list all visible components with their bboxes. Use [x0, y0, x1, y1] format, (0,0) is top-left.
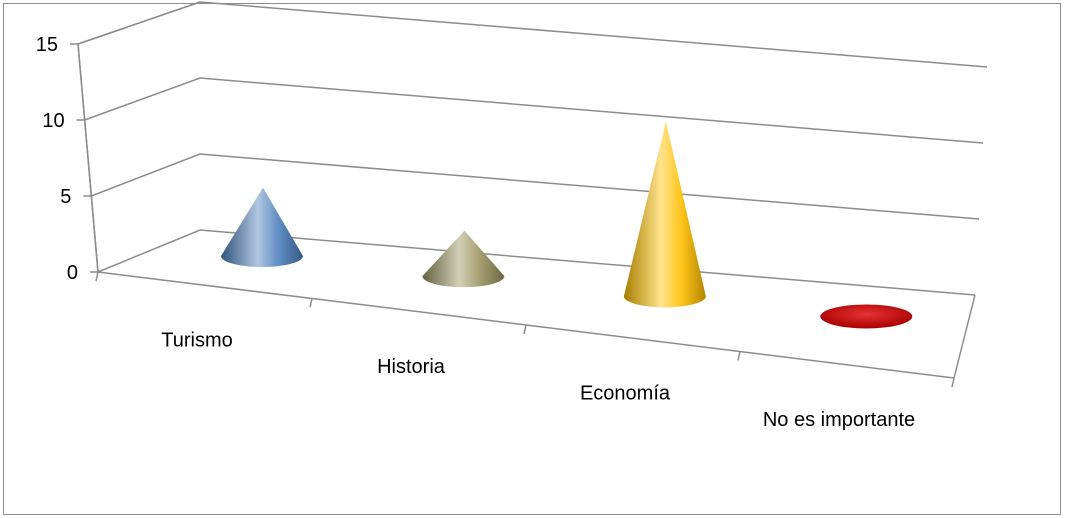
y-axis-line: [77, 43, 99, 273]
chart-frame: [3, 3, 1061, 515]
cone-body: [623, 121, 706, 308]
category-label: Economía: [580, 382, 671, 404]
cone-body: [220, 187, 303, 268]
gridline-10: [84, 77, 984, 144]
y-tick-label: 15: [36, 34, 58, 56]
category-label: Historia: [377, 356, 446, 378]
cone-no-es-importante: [820, 304, 913, 329]
x-tick-mark: [737, 351, 741, 361]
x-tick-mark: [951, 377, 955, 388]
cone-historia: [422, 230, 505, 288]
y-tick-labels: 0 5 10 15: [36, 34, 78, 284]
cone-economía: [623, 121, 706, 308]
gridline-0: [97, 229, 976, 296]
cones: [220, 121, 913, 329]
gridline-5: [91, 153, 980, 220]
category-label: No es importante: [763, 409, 915, 431]
gridline-15: [77, 1, 988, 68]
cone-body: [422, 230, 505, 288]
x-tick-mark: [309, 298, 313, 308]
cone-turismo: [220, 187, 303, 268]
gridlines: [77, 1, 988, 296]
category-label: Turismo: [161, 329, 232, 351]
y-tick-label: 5: [60, 186, 71, 208]
y-tick-label: 10: [42, 110, 64, 132]
cone-base-disk: [820, 304, 913, 329]
side-wall-edge: [77, 1, 201, 273]
x-tick-mark: [95, 271, 99, 282]
y-tick-label: 0: [67, 262, 78, 284]
x-tick-mark: [523, 324, 527, 335]
floor-right-edge: [953, 294, 976, 379]
category-labels: Turismo Historia Economía No es importante: [161, 329, 915, 431]
axes: [70, 43, 976, 388]
chart-walls: [77, 1, 201, 273]
